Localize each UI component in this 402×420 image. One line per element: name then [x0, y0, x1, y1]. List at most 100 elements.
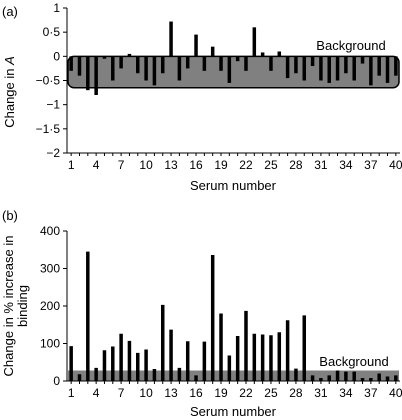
panel-a-xtick-label: 10 [139, 158, 153, 172]
panel-b-bar-35 [352, 371, 356, 381]
panel-b-xtick-label: 1 [68, 386, 75, 400]
panel-a-bar-28 [294, 56, 298, 74]
panel-b-bar-5 [102, 350, 107, 381]
panel-b-ytick-label: 300 [40, 262, 60, 276]
panel-b-bar-16 [194, 375, 198, 381]
panel-a-xtick-label: 1 [68, 158, 75, 172]
panel-a-bar-31 [319, 56, 323, 81]
panel-b-xtick-label: 7 [118, 386, 125, 400]
panel-b-bar-4 [94, 367, 98, 381]
panel-b-bar-38 [377, 373, 381, 381]
panel-a-label: (a) [2, 4, 18, 19]
panel-a-bar-21 [235, 56, 240, 62]
panel-a-bar-23 [252, 27, 257, 57]
panel-b-label: (b) [2, 208, 18, 223]
panel-a-bar-9 [136, 56, 140, 74]
panel-a-background-label: Background [316, 38, 385, 53]
panel-b-bars [69, 251, 398, 381]
panel-a-ytick-label: −1 [46, 98, 60, 112]
panel-b-bar-24 [260, 334, 265, 381]
panel-b-bar-29 [302, 315, 307, 381]
panel-a-bar-2 [77, 56, 82, 76]
panel-a-bar-27 [285, 56, 290, 79]
panel-b-xtick-label: 22 [239, 386, 253, 400]
panel-a-bar-17 [202, 56, 207, 71]
panel-b-xtick-label: 31 [314, 386, 328, 400]
panel-a-bar-24 [260, 52, 265, 57]
panel-b-bar-39 [385, 376, 390, 381]
panel-b-xtick-label: 37 [364, 386, 378, 400]
panel-b-bar-8 [127, 340, 132, 381]
panel-b-bar-19 [219, 313, 223, 381]
panel-a-xtick-label: 19 [214, 158, 228, 172]
panel-a-bar-29 [302, 56, 307, 81]
panel-a-ytick-label: −2 [46, 146, 60, 160]
panel-a-xtick-label: 31 [314, 158, 328, 172]
panel-b-bar-11 [152, 369, 157, 381]
panel-a-xlabel: Serum number [190, 178, 277, 193]
panel-a-ytick-label: 0 [53, 49, 60, 63]
panel-a-bar-25 [269, 56, 273, 71]
panel-b-bar-18 [210, 255, 215, 381]
panel-a-bar-35 [352, 56, 356, 81]
panel-a-bar-7 [119, 56, 123, 69]
panel-b-background-rect [68, 370, 399, 381]
panel-a-bar-26 [277, 51, 282, 57]
panel-a-ytick-label: −1·5 [36, 122, 61, 136]
panel-b-bar-20 [227, 355, 232, 381]
panel-b-xlabel: Serum number [190, 404, 277, 419]
panel-a-xtick-label: 16 [189, 158, 203, 172]
panel-b-ytick-label: 0 [53, 374, 60, 388]
panel-a-bar-6 [111, 56, 115, 81]
panel-b-bar-26 [277, 332, 282, 381]
panel-b-bar-15 [185, 341, 190, 381]
panel-b-bar-34 [344, 371, 348, 381]
panel-a-bar-39 [385, 56, 390, 83]
panel-a-xtick-label: 4 [93, 158, 100, 172]
panel-a-bar-18 [210, 46, 215, 57]
panel-a-bar-19 [219, 56, 223, 71]
panel-a-bar-37 [369, 56, 373, 86]
panel-a-ytick-label: 1 [53, 1, 60, 15]
panel-b-bar-7 [119, 333, 123, 381]
panel-a-bar-40 [394, 56, 398, 76]
panel-b-xtick-label: 13 [164, 386, 178, 400]
panel-a-bar-14 [177, 56, 182, 81]
panel-b-xtick-label: 28 [289, 386, 303, 400]
panel-b-bar-25 [269, 335, 273, 381]
panel-b-bar-22 [244, 310, 248, 381]
panel-a-xtick-label: 40 [389, 158, 402, 172]
panel-a-bar-38 [377, 56, 381, 76]
panel-a-bar-16 [194, 34, 198, 57]
panel-b-bar-12 [160, 304, 165, 381]
panel-b-bar-40 [394, 375, 398, 381]
panel-b-bar-10 [144, 349, 148, 381]
panel-b-background-band [68, 370, 399, 381]
panel-b-ytick-label: 400 [40, 224, 60, 238]
panel-a-bar-8 [127, 53, 132, 57]
panel-b-xtick-label: 19 [214, 386, 228, 400]
panel-a-xtick-label: 7 [118, 158, 125, 172]
panel-a-ylabel: Change in A [2, 56, 17, 128]
panel-b-bar-23 [252, 333, 257, 381]
panel-b-ytick-label: 200 [40, 299, 60, 313]
panel-b-bar-33 [335, 370, 340, 381]
panel-a-bar-4 [94, 56, 98, 95]
panel-a-bar-13 [169, 21, 173, 57]
panel-a-background-rect [67, 55, 400, 89]
panel-a-bar-30 [310, 56, 315, 66]
panel-a-axes: 1 0·5 0 −0·5 −1 −1·5 −2 1 4 7 10 13 16 19 22 25 28 31 34 37… [36, 1, 402, 172]
panel-a-bar-36 [360, 56, 365, 64]
panel-a-bar-32 [327, 56, 331, 83]
panel-a-bars [69, 21, 398, 95]
panel-a-ytick-label: −0·5 [36, 74, 61, 88]
panel-a-background-band [67, 55, 400, 89]
panel-b-axes: 0 100 200 300 400 1 4 7 10 13 16 19 22 25 28 31 34 37 40 [40, 224, 402, 400]
panel-a-ytick-label: 0·5 [43, 25, 61, 39]
panel-a-xtick-label: 13 [164, 158, 178, 172]
panel-a-bar-3 [86, 56, 90, 91]
panel-b-ylabel-line1: Change in % increase in [1, 236, 16, 377]
panel-b-bar-21 [235, 336, 240, 381]
panel-a-bar-12 [160, 56, 165, 74]
